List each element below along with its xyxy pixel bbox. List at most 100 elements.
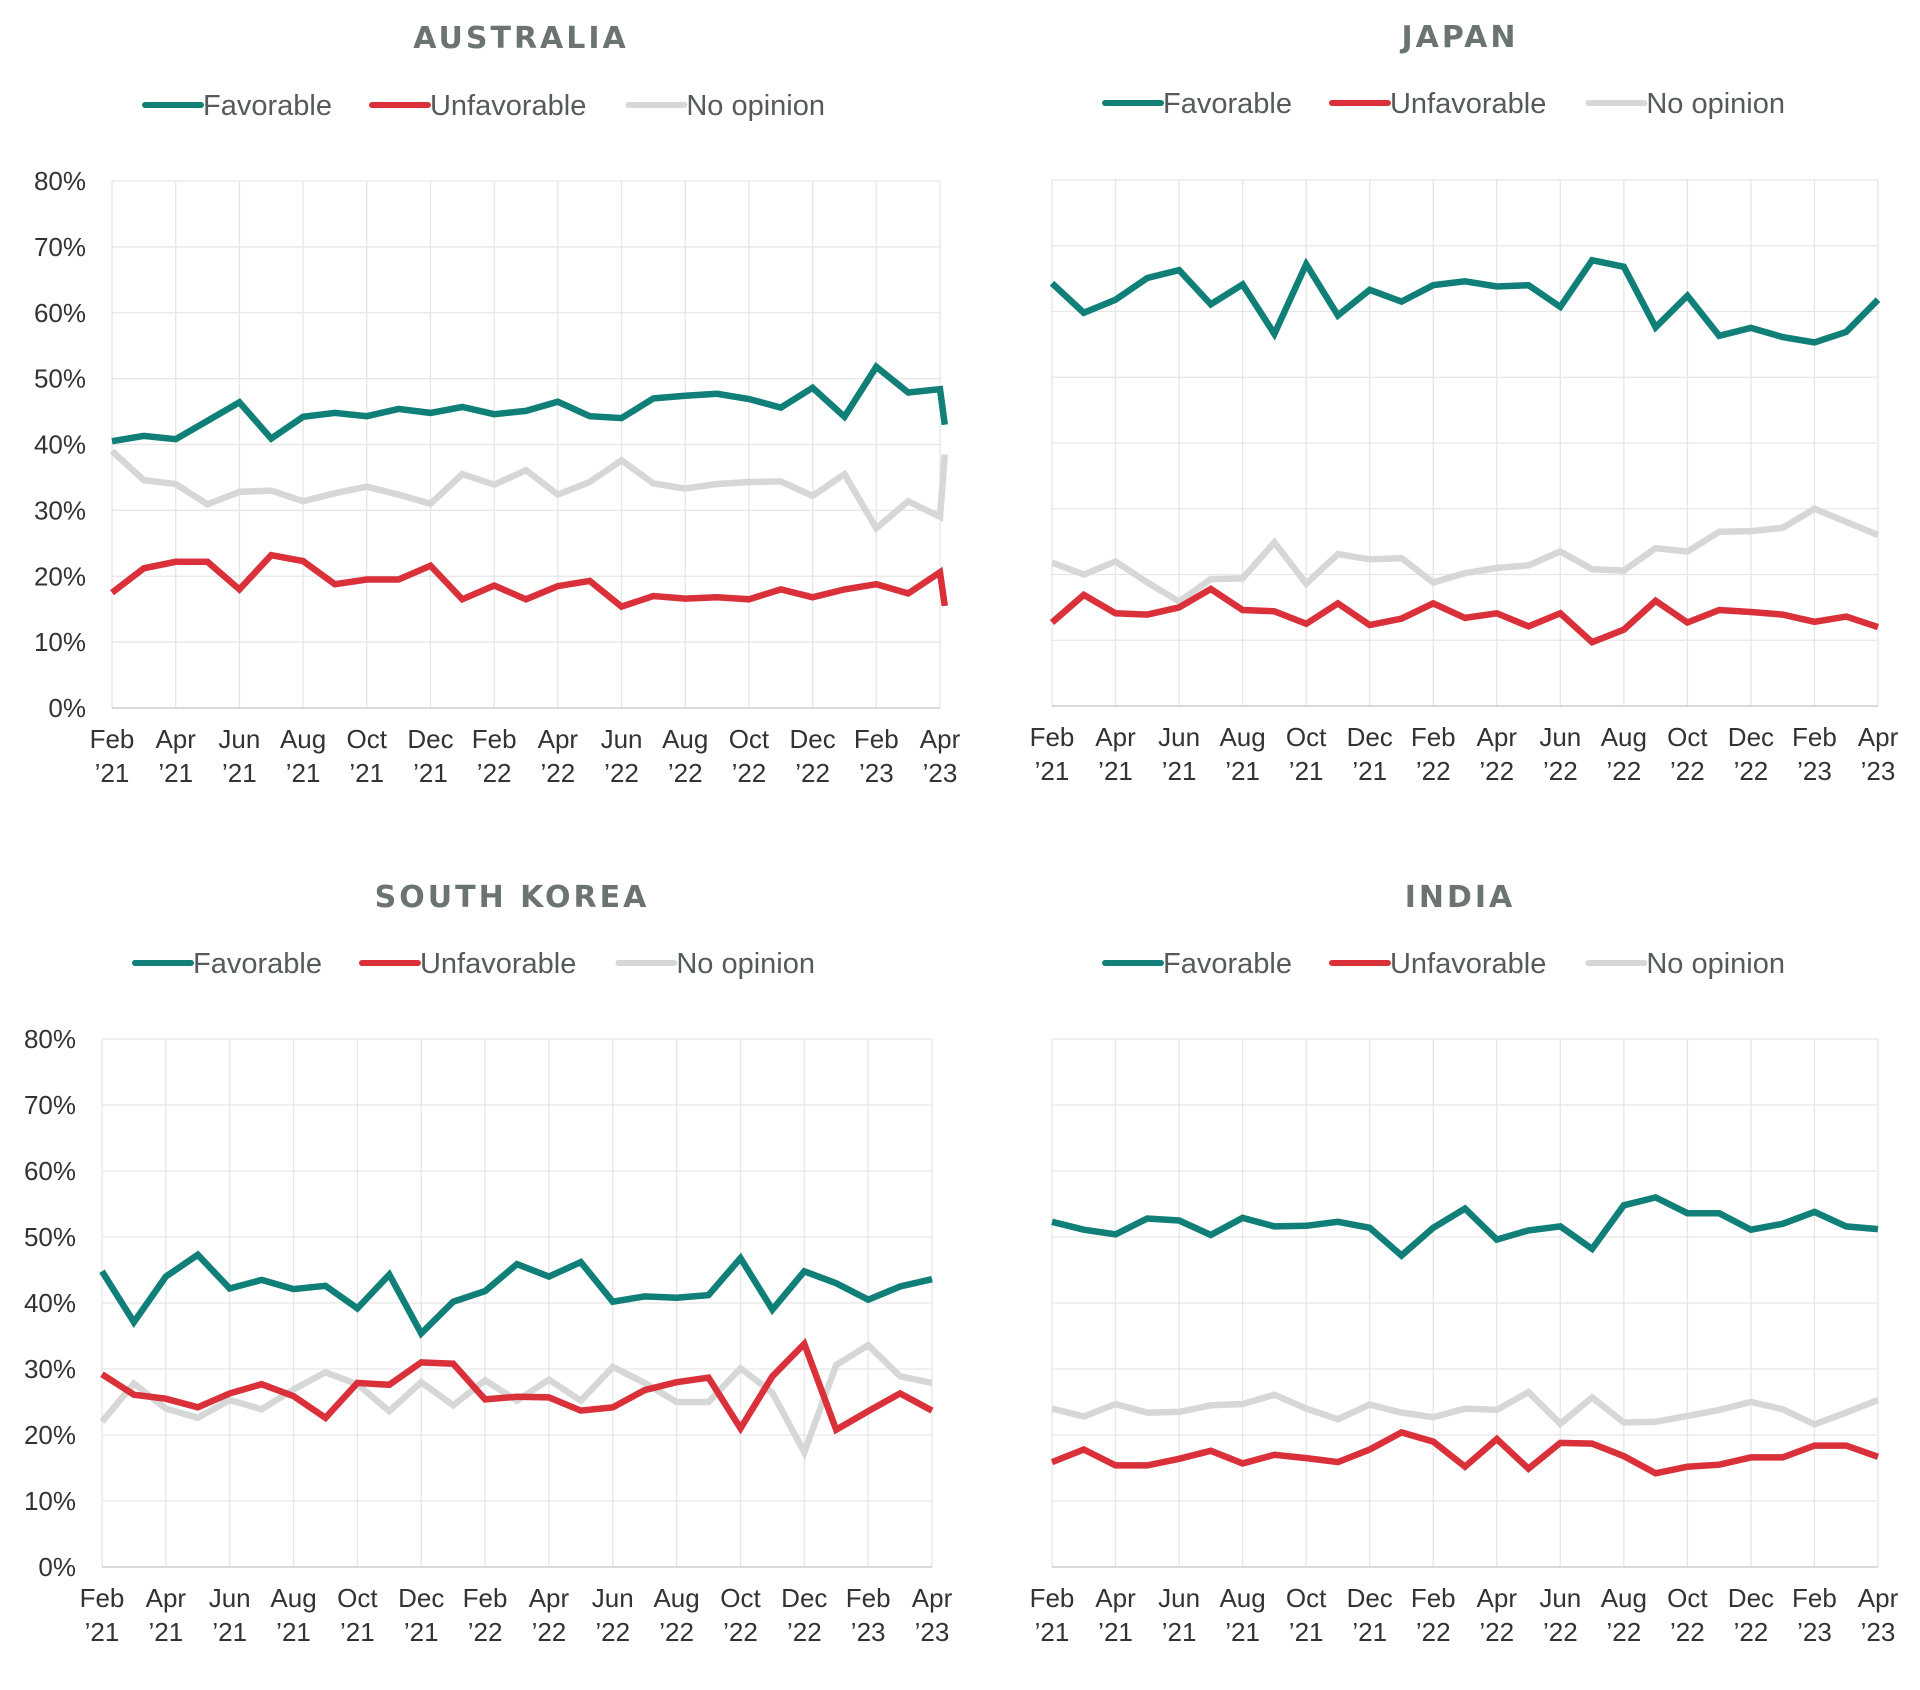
legend-label: Favorable <box>1163 88 1292 120</box>
y-tick-label: 80% <box>24 1024 76 1054</box>
chart-india: INDIA Favorable Unfavorable No opinion Feb ’2… <box>960 860 1920 1690</box>
chart-title: INDIA <box>1405 880 1516 915</box>
x-tick-label: Dec ’21 <box>1347 1583 1393 1647</box>
x-tick-label: Dec ’21 <box>407 724 453 788</box>
x-tick-label: Apr ’23 <box>1858 722 1899 786</box>
x-tick-label: Oct ’22 <box>720 1583 761 1647</box>
x-tick-label: Aug ’22 <box>662 724 708 788</box>
x-tick-label: Feb ’23 <box>846 1583 891 1647</box>
x-tick-label: Dec ’22 <box>1728 1583 1774 1647</box>
legend-label: Favorable <box>1163 948 1292 980</box>
legend-item: No opinion <box>625 90 825 122</box>
x-tick-label: Oct ’21 <box>1286 1583 1327 1647</box>
legend-item: Favorable <box>142 90 332 122</box>
legend-item: No opinion <box>1585 88 1785 120</box>
x-tick-label: Jun ’22 <box>592 1583 634 1647</box>
chart-svg: AUSTRALIA Favorable Unfavorable No opinion 0… <box>34 21 960 788</box>
chart-title: SOUTH KOREA <box>375 880 650 915</box>
y-tick-label: 50% <box>34 364 86 394</box>
x-tick-label: Oct ’21 <box>1286 722 1327 786</box>
x-tick-label: Jun ’21 <box>209 1583 251 1647</box>
x-tick-label: Jun ’22 <box>1539 722 1581 786</box>
legend-label: No opinion <box>676 948 815 980</box>
x-tick-label: Feb ’21 <box>90 724 135 788</box>
chart-title: AUSTRALIA <box>413 21 629 56</box>
x-tick-label: Apr ’21 <box>1095 1583 1136 1647</box>
y-tick-label: 10% <box>24 1486 76 1516</box>
series-line-no-opinion <box>109 448 949 534</box>
y-tick-label: 80% <box>34 166 86 196</box>
y-tick-label: 0% <box>38 1552 76 1582</box>
y-tick-label: 30% <box>24 1354 76 1384</box>
y-tick-label: 10% <box>34 627 86 657</box>
legend-item: Unfavorable <box>358 948 576 980</box>
series-line-favorable <box>1049 256 1881 346</box>
x-tick-label: Oct ’21 <box>347 724 388 788</box>
chart-svg: JAPAN Favorable Unfavorable No opinion Feb ’2… <box>1030 20 1899 786</box>
legend-item: Favorable <box>1102 88 1292 120</box>
chart-svg: SOUTH KOREA Favorable Unfavorable No opinio… <box>24 880 953 1647</box>
x-tick-label: Dec ’21 <box>1347 722 1393 786</box>
series-line-unfavorable <box>1049 585 1880 646</box>
x-tick-label: Oct ’22 <box>1667 722 1708 786</box>
legend-item: Unfavorable <box>1328 948 1546 980</box>
x-tick-label: Jun ’21 <box>1158 1583 1200 1647</box>
legend-item: Favorable <box>132 948 322 980</box>
legend-label: Favorable <box>193 948 322 980</box>
chart-title: JAPAN <box>1400 20 1519 55</box>
x-tick-label: Feb ’21 <box>80 1583 125 1647</box>
x-tick-label: Jun ’22 <box>601 724 643 788</box>
x-tick-label: Apr ’22 <box>1477 1583 1518 1647</box>
y-tick-label: 40% <box>34 430 86 460</box>
x-tick-label: Dec ’22 <box>789 724 835 788</box>
series-line-no-opinion <box>1050 505 1880 606</box>
x-tick-label: Feb ’22 <box>1411 722 1456 786</box>
x-tick-label: Apr ’22 <box>1477 722 1518 786</box>
y-tick-label: 60% <box>24 1156 76 1186</box>
x-tick-label: Jun ’21 <box>218 724 260 788</box>
series-line-unfavorable <box>1050 1428 1880 1477</box>
x-tick-label: Feb ’22 <box>1411 1583 1456 1647</box>
series-line-unfavorable <box>110 551 949 611</box>
series-line-no-opinion <box>1051 1388 1880 1429</box>
y-tick-label: 70% <box>34 232 86 262</box>
x-tick-label: Oct ’22 <box>729 724 770 788</box>
x-tick-label: Aug ’22 <box>1601 1583 1647 1647</box>
x-tick-label: Apr ’22 <box>529 1583 570 1647</box>
y-tick-label: 30% <box>34 495 86 525</box>
x-tick-label: Feb ’22 <box>463 1583 508 1647</box>
series-line-favorable <box>1051 1193 1879 1260</box>
series-line-no-opinion <box>99 1341 933 1461</box>
legend-label: Favorable <box>203 90 332 122</box>
legend-label: Unfavorable <box>1390 88 1546 120</box>
x-tick-label: Aug ’21 <box>1219 722 1265 786</box>
legend-item: No opinion <box>615 948 815 980</box>
legend-item: No opinion <box>1585 948 1785 980</box>
legend-item: Unfavorable <box>368 90 586 122</box>
legend-item: Unfavorable <box>1328 88 1546 120</box>
x-tick-label: Apr ’21 <box>155 724 196 788</box>
chart-australia: AUSTRALIA Favorable Unfavorable No opinion 0… <box>0 0 960 830</box>
x-tick-label: Apr ’22 <box>538 724 579 788</box>
legend-label: No opinion <box>686 90 825 122</box>
x-tick-label: Aug ’21 <box>1219 1583 1265 1647</box>
x-tick-label: Feb ’23 <box>1792 722 1837 786</box>
y-tick-label: 60% <box>34 298 86 328</box>
x-tick-label: Aug ’22 <box>1601 722 1647 786</box>
x-tick-label: Feb ’22 <box>472 724 517 788</box>
x-tick-label: Feb ’23 <box>854 724 899 788</box>
x-tick-label: Jun ’21 <box>1158 722 1200 786</box>
legend-label: Unfavorable <box>430 90 586 122</box>
y-tick-label: 40% <box>24 1288 76 1318</box>
x-tick-label: Apr ’21 <box>1095 722 1136 786</box>
x-tick-label: Oct ’22 <box>1667 1583 1708 1647</box>
x-tick-label: Oct ’21 <box>337 1583 378 1647</box>
x-tick-label: Apr ’23 <box>920 724 960 788</box>
x-tick-label: Aug ’21 <box>280 724 326 788</box>
x-tick-label: Feb ’21 <box>1030 1583 1075 1647</box>
series-line-favorable <box>111 361 949 445</box>
x-tick-label: Feb ’23 <box>1792 1583 1837 1647</box>
legend-label: No opinion <box>1646 88 1785 120</box>
series-line-favorable <box>99 1250 933 1339</box>
legend-label: No opinion <box>1646 948 1785 980</box>
